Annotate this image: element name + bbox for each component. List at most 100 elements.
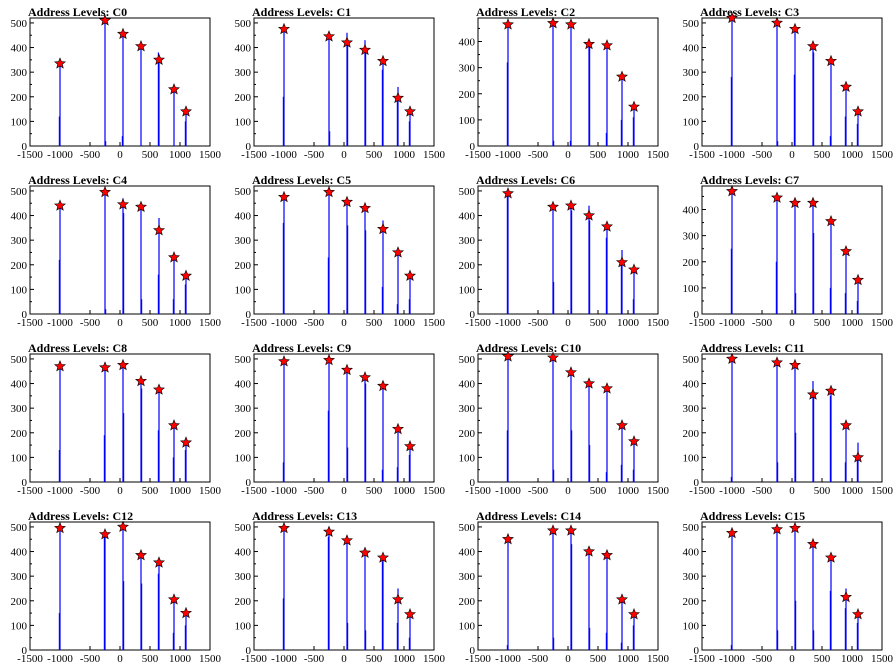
x-tick-label: 1000 <box>169 485 192 497</box>
x-tick-label: -500 <box>752 485 773 497</box>
star-marker <box>615 593 629 605</box>
y-tick-label: 0 <box>246 645 252 657</box>
star-marker <box>839 419 853 431</box>
chart-panel: Address Levels: C7 0 100 200 300 400 -1500 -100… <box>672 168 896 336</box>
chart-panel: Address Levels: C11 0 100 200 300 400 500 -1500… <box>672 336 896 504</box>
y-tick-label: 400 <box>235 379 252 391</box>
x-tick-label: 1000 <box>841 149 864 161</box>
plot-frame <box>253 17 435 147</box>
star-marker <box>167 251 181 263</box>
y-tick-label: 200 <box>235 92 252 104</box>
x-tick-label: -1000 <box>719 317 745 329</box>
chart-title: Address Levels: C5 <box>252 173 352 187</box>
star-marker <box>358 43 372 56</box>
star-marker <box>582 377 596 389</box>
y-tick-label: 200 <box>683 257 700 269</box>
star-marker <box>564 18 578 30</box>
chart-svg: 0 100 200 300 400 500 -1500 -1000 -500 0 500 1000 15… <box>11 353 222 497</box>
y-tick-label: 400 <box>235 547 252 559</box>
y-tick-label: 300 <box>459 63 476 75</box>
star-marker <box>582 209 596 221</box>
star-marker <box>98 361 112 373</box>
y-tick-label: 400 <box>683 43 700 55</box>
star-marker <box>582 37 596 50</box>
star-marker <box>627 263 641 275</box>
x-tick-label: 1500 <box>647 485 670 497</box>
y-tick-label: 400 <box>235 211 252 223</box>
y-tick-label: 0 <box>694 645 700 657</box>
y-tick-label: 200 <box>683 92 700 104</box>
star-marker <box>615 419 629 431</box>
y-tick-label: 400 <box>683 547 700 559</box>
chart-svg: 0 100 200 300 400 500 -1500 -1000 -500 0 500 1000 15… <box>235 521 446 665</box>
star-marker <box>340 534 354 546</box>
x-tick-label: 1500 <box>647 317 670 329</box>
star-marker <box>340 363 354 376</box>
y-tick-label: 200 <box>459 260 476 272</box>
x-tick-label: -1000 <box>495 317 521 329</box>
chart-panel: Address Levels: C13 0 100 200 300 400 500 -1500… <box>224 504 448 672</box>
star-marker <box>134 200 148 213</box>
chart-panel: Address Levels: C14 0 100 200 300 400 500 -1500… <box>448 504 672 672</box>
y-tick-label: 200 <box>459 89 476 101</box>
chart-title: Address Levels: C14 <box>476 509 582 523</box>
star-marker <box>851 451 865 463</box>
x-tick-label: 0 <box>565 485 571 497</box>
star-marker <box>600 382 614 394</box>
x-tick-label: 1000 <box>617 149 640 161</box>
chart-title: Address Levels: C1 <box>252 5 352 19</box>
x-tick-label: -1000 <box>719 653 745 665</box>
x-tick-label: -500 <box>304 149 325 161</box>
chart-title: Address Levels: C8 <box>28 341 128 355</box>
plot-frame <box>701 17 883 147</box>
x-tick-label: 0 <box>117 485 123 497</box>
y-tick-label: 200 <box>235 596 252 608</box>
chart-panel: Address Levels: C1 0 100 200 300 400 500 -1500-… <box>224 0 448 168</box>
chart-svg: 0 100 200 300 400 500 -1500 -1000 -500 0 500 1000 15… <box>459 185 670 329</box>
y-tick-label: 200 <box>459 428 476 440</box>
star-marker <box>839 590 853 603</box>
x-tick-label: 0 <box>565 653 571 665</box>
star-marker <box>391 246 405 258</box>
star-marker <box>116 198 130 210</box>
chart-panel: Address Levels: C15 0 100 200 300 400 500 -1500… <box>672 504 896 672</box>
x-tick-label: -500 <box>304 317 325 329</box>
star-marker <box>564 366 578 378</box>
chart-title: Address Levels: C11 <box>700 341 805 355</box>
x-tick-label: 1000 <box>393 149 416 161</box>
star-marker <box>358 371 372 383</box>
x-tick-label: -500 <box>752 149 773 161</box>
star-marker <box>358 546 372 558</box>
x-tick-label: 0 <box>117 653 123 665</box>
x-tick-label: -1000 <box>271 485 297 497</box>
star-marker <box>98 185 112 198</box>
star-marker <box>179 606 193 619</box>
star-marker <box>725 526 739 539</box>
y-tick-label: 500 <box>235 18 252 30</box>
star-marker <box>53 521 67 534</box>
x-tick-label: -1000 <box>495 485 521 497</box>
star-marker <box>277 521 291 534</box>
x-tick-label: -1500 <box>465 653 491 665</box>
y-tick-label: 300 <box>683 67 700 79</box>
star-marker <box>725 11 739 24</box>
x-tick-label: -500 <box>528 485 549 497</box>
star-marker <box>806 39 820 52</box>
star-marker <box>851 607 865 620</box>
y-tick-label: 500 <box>11 18 28 30</box>
x-tick-label: 0 <box>117 317 123 329</box>
x-tick-label: 0 <box>341 149 347 161</box>
x-tick-label: -500 <box>80 485 101 497</box>
chart-title: Address Levels: C12 <box>28 509 134 523</box>
plot-frame <box>477 17 659 147</box>
x-tick-label: -1500 <box>17 317 43 329</box>
x-tick-label: 0 <box>117 149 123 161</box>
star-marker <box>501 187 515 199</box>
star-marker <box>600 220 614 232</box>
x-tick-label: -1500 <box>17 653 43 665</box>
y-tick-label: 400 <box>459 37 476 49</box>
chart-title: Address Levels: C7 <box>700 173 800 187</box>
star-marker <box>134 374 148 387</box>
star-marker <box>277 355 291 367</box>
star-marker <box>615 70 629 82</box>
